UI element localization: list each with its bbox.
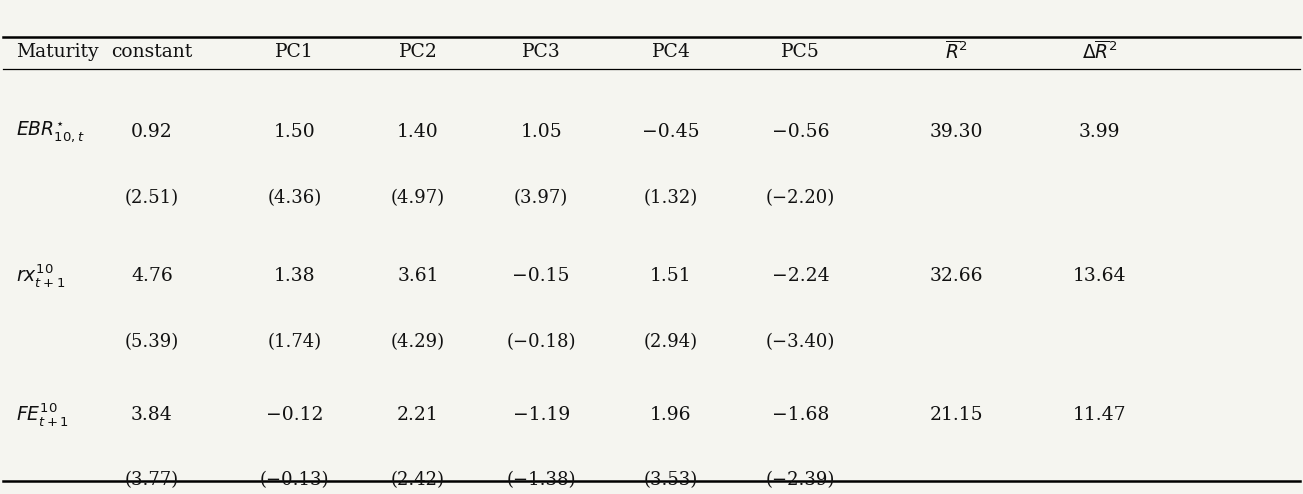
Text: $rx^{10}_{t+1}$: $rx^{10}_{t+1}$	[16, 262, 65, 289]
Text: −1.19: −1.19	[512, 406, 569, 424]
Text: (5.39): (5.39)	[125, 333, 179, 351]
Text: $FE^{10}_{t+1}$: $FE^{10}_{t+1}$	[16, 402, 69, 428]
Text: −1.68: −1.68	[771, 406, 830, 424]
Text: PC3: PC3	[521, 42, 560, 61]
Text: 0.92: 0.92	[132, 123, 173, 141]
Text: −0.56: −0.56	[771, 123, 830, 141]
Text: (−2.20): (−2.20)	[766, 189, 835, 207]
Text: 1.05: 1.05	[520, 123, 562, 141]
Text: 1.40: 1.40	[397, 123, 439, 141]
Text: 3.61: 3.61	[397, 267, 439, 285]
Text: 1.51: 1.51	[650, 267, 692, 285]
Text: (2.51): (2.51)	[125, 189, 179, 207]
Text: PC1: PC1	[275, 42, 314, 61]
Text: (−0.18): (−0.18)	[507, 333, 576, 351]
Text: 11.47: 11.47	[1072, 406, 1126, 424]
Text: $\overline{R}^2$: $\overline{R}^2$	[945, 41, 968, 62]
Text: 32.66: 32.66	[929, 267, 984, 285]
Text: (4.97): (4.97)	[391, 189, 446, 207]
Text: (−0.13): (−0.13)	[261, 471, 330, 489]
Text: −2.24: −2.24	[771, 267, 830, 285]
Text: −0.45: −0.45	[642, 123, 700, 141]
Text: constant: constant	[111, 42, 193, 61]
Text: 13.64: 13.64	[1072, 267, 1126, 285]
Text: (3.53): (3.53)	[644, 471, 698, 489]
Text: 1.96: 1.96	[650, 406, 692, 424]
Text: 39.30: 39.30	[929, 123, 984, 141]
Text: (1.74): (1.74)	[267, 333, 322, 351]
Text: 3.84: 3.84	[132, 406, 173, 424]
Text: (2.42): (2.42)	[391, 471, 444, 489]
Text: (−1.38): (−1.38)	[507, 471, 576, 489]
Text: PC2: PC2	[399, 42, 438, 61]
Text: (4.36): (4.36)	[267, 189, 322, 207]
Text: $EBR^{\star}_{10,t}$: $EBR^{\star}_{10,t}$	[16, 120, 85, 144]
Text: (3.97): (3.97)	[515, 189, 568, 207]
Text: (−3.40): (−3.40)	[766, 333, 835, 351]
Text: 4.76: 4.76	[132, 267, 173, 285]
Text: $\Delta\overline{R}^2$: $\Delta\overline{R}^2$	[1081, 40, 1117, 63]
Text: (3.77): (3.77)	[125, 471, 179, 489]
Text: Maturity: Maturity	[16, 42, 99, 61]
Text: (−2.39): (−2.39)	[766, 471, 835, 489]
Text: (4.29): (4.29)	[391, 333, 446, 351]
Text: 1.50: 1.50	[274, 123, 315, 141]
Text: (2.94): (2.94)	[644, 333, 698, 351]
Text: PC5: PC5	[782, 42, 820, 61]
Text: (1.32): (1.32)	[644, 189, 698, 207]
Text: 21.15: 21.15	[929, 406, 984, 424]
Text: PC4: PC4	[652, 42, 691, 61]
Text: 3.99: 3.99	[1079, 123, 1119, 141]
Text: −0.12: −0.12	[266, 406, 323, 424]
Text: 1.38: 1.38	[274, 267, 315, 285]
Text: −0.15: −0.15	[512, 267, 569, 285]
Text: 2.21: 2.21	[397, 406, 439, 424]
